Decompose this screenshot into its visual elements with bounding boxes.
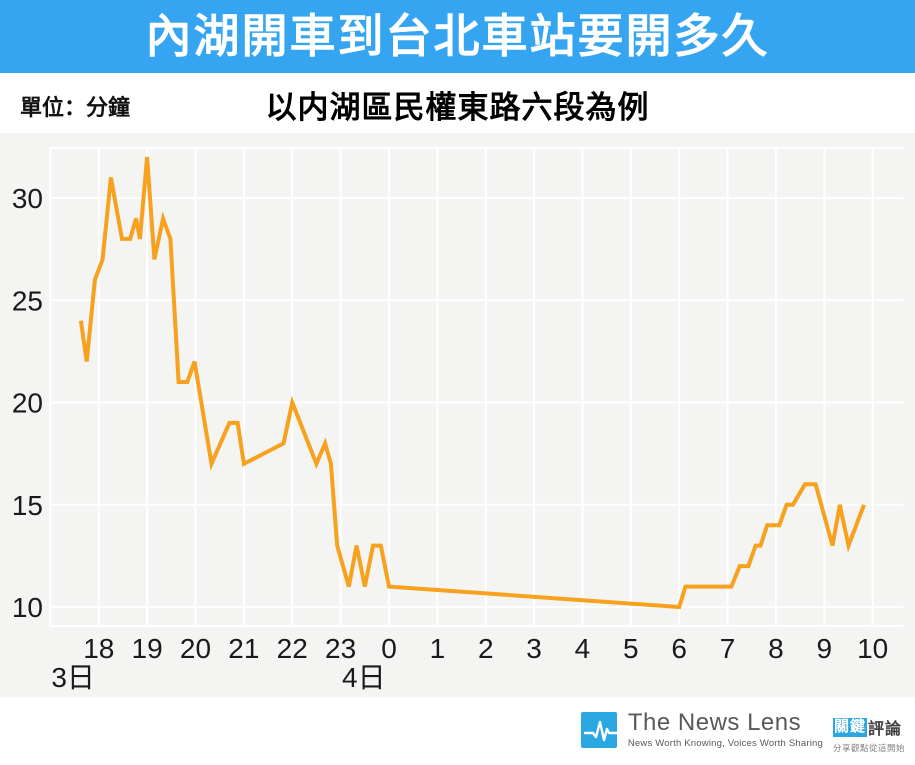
x-tick-label: 7	[720, 633, 736, 664]
logo-brand-zh-highlight: 關鍵	[832, 717, 867, 737]
x-tick-label: 8	[768, 633, 784, 664]
x-tick-label: 10	[857, 633, 888, 664]
day-label: 3日	[51, 662, 95, 693]
y-tick-labels: 30 25 20 15 10	[12, 183, 43, 623]
day-label: 4日	[342, 662, 386, 693]
logo-cjk-block: 關鍵 評論 分享觀點從這開始	[832, 715, 905, 754]
grid-lines	[49, 147, 903, 627]
x-tick-label: 9	[817, 633, 833, 664]
news-lens-logo[interactable]: The News Lens News Worth Knowing, Voices…	[580, 709, 905, 754]
travel-time-line	[78, 156, 866, 610]
y-tick-label: 25	[12, 285, 43, 316]
day-labels: 3日 4日	[51, 662, 385, 693]
x-tick-label: 4	[575, 633, 591, 664]
y-tick-label: 10	[12, 592, 43, 623]
x-tick-label: 3	[526, 633, 542, 664]
chart-subtitle: 以内湖區民權東路六段為例	[265, 90, 650, 125]
y-tick-label: 20	[12, 388, 43, 419]
y-tick-label: 15	[12, 490, 43, 521]
logo-brand-name: The News Lens	[627, 709, 802, 736]
x-tick-label: 2	[478, 633, 494, 664]
x-tick-label: 1	[430, 633, 446, 664]
x-tick-label: 19	[132, 633, 163, 664]
pulse-icon	[580, 712, 617, 748]
x-tick-label: 21	[228, 633, 259, 664]
header: 內湖開車到台北車站要開多久	[0, 0, 915, 73]
page-title: 內湖開車到台北車站要開多久	[145, 10, 770, 62]
logo-tagline-zh: 分享觀點從這開始	[832, 743, 905, 753]
x-tick-label: 20	[180, 633, 211, 664]
footer: The News Lens News Worth Knowing, Voices…	[0, 697, 915, 765]
x-tick-label: 5	[623, 633, 639, 664]
x-tick-label: 6	[671, 633, 687, 664]
logo-text-block: The News Lens News Worth Knowing, Voices…	[627, 709, 823, 750]
x-tick-labels: 18 19 20 21 22 23 0 1 2 3 4 5 6 7 8 9 10	[83, 633, 888, 664]
chart-panel: 30 25 20 15 10 18 19 20 21 22 23 0 1 2 3 4 5 6 7 8 9 10 3日 4日	[0, 133, 915, 697]
logo-brand-zh-rest: 評論	[868, 721, 903, 738]
x-tick-label: 18	[83, 633, 114, 664]
logo-tagline-en: News Worth Knowing, Voices Worth Sharing	[627, 738, 823, 749]
subheader: 單位：分鐘 以内湖區民權東路六段為例	[0, 73, 915, 133]
x-tick-label: 23	[325, 633, 356, 664]
x-tick-label: 22	[277, 633, 308, 664]
y-tick-label: 30	[12, 183, 43, 214]
unit-label: 單位：分鐘	[20, 95, 131, 120]
x-tick-label: 0	[381, 633, 397, 664]
